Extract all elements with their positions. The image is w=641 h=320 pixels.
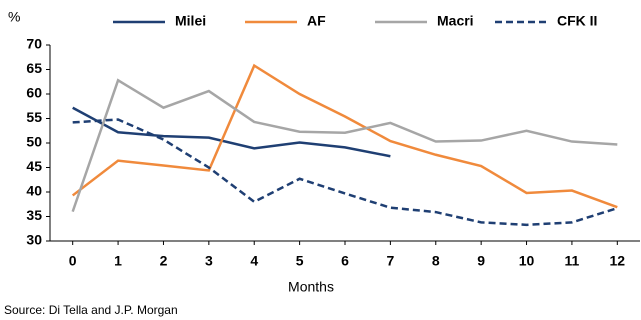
x-tick-label: 7 — [386, 253, 394, 269]
y-tick-label: 35 — [26, 207, 42, 223]
y-tick-label: 70 — [26, 36, 42, 52]
series-line — [72, 106, 391, 158]
series-line — [71, 78, 618, 213]
series-line — [71, 63, 618, 209]
x-tick-label: 12 — [610, 253, 626, 269]
y-tick-label: 60 — [26, 85, 42, 101]
legend-label: Macri — [437, 13, 474, 29]
x-tick-label: 2 — [160, 253, 168, 269]
legend-label: Milei — [175, 13, 206, 29]
y-tick-label: 45 — [26, 158, 42, 174]
x-axis-label: Months — [288, 279, 334, 295]
x-tick-label: 8 — [432, 253, 440, 269]
y-tick-label: 50 — [26, 134, 42, 150]
y-tick-label: 55 — [26, 109, 42, 125]
x-tick-label: 11 — [565, 253, 580, 269]
y-tick-label: 40 — [26, 183, 42, 199]
series-line — [72, 118, 618, 227]
x-tick-label: 9 — [477, 253, 485, 269]
x-tick-label: 0 — [69, 253, 77, 269]
x-tick-label: 4 — [250, 253, 258, 269]
y-tick-label: 65 — [26, 60, 42, 76]
x-tick-label: 6 — [341, 253, 349, 269]
legend-label: CFK II — [557, 13, 597, 29]
y-tick-label: 30 — [26, 232, 42, 248]
x-tick-label: 3 — [205, 253, 213, 269]
y-axis-label: % — [8, 9, 20, 25]
x-tick-label: 5 — [296, 253, 304, 269]
source: Source: Di Tella and J.P. Morgan — [4, 303, 178, 317]
legend-label: AF — [307, 13, 326, 29]
x-tick-label: 10 — [519, 253, 535, 269]
x-tick-label: 1 — [114, 253, 122, 269]
